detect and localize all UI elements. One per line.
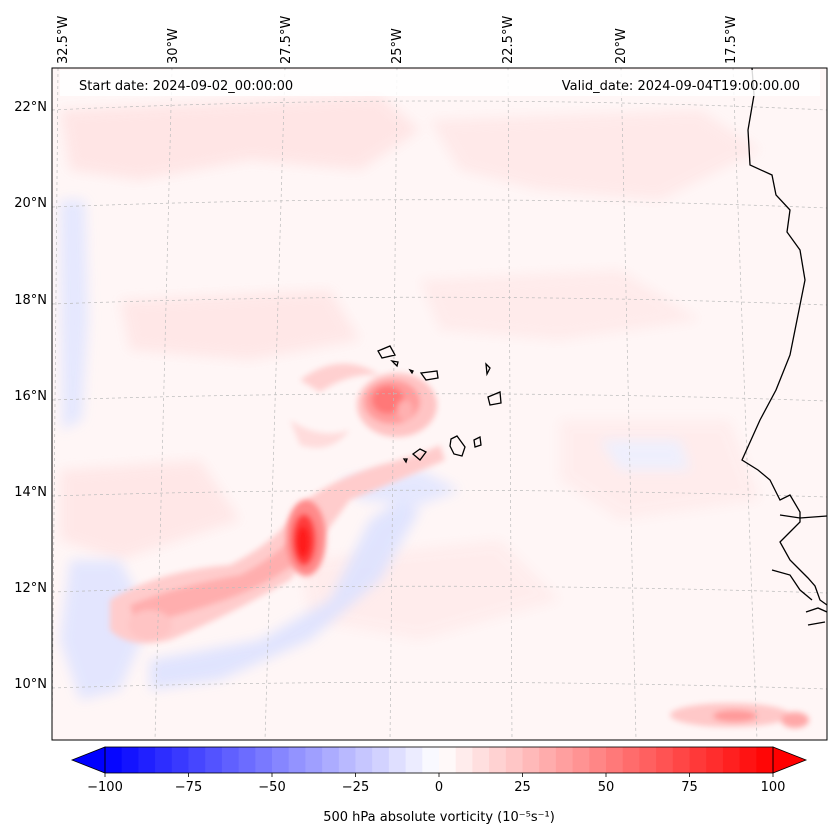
colorbar-segment bbox=[555, 747, 573, 773]
colorbar-tick-label: −75 bbox=[175, 780, 202, 795]
colorbar-segment bbox=[472, 747, 490, 773]
colorbar-segment bbox=[372, 747, 390, 773]
colorbar-segment bbox=[505, 747, 523, 773]
colorbar-tick-label: −100 bbox=[87, 780, 123, 795]
colorbar-segment bbox=[672, 747, 690, 773]
colorbar-segment bbox=[355, 747, 373, 773]
colorbar-segment bbox=[155, 747, 173, 773]
colorbar-segment bbox=[138, 747, 156, 773]
colorbar-segment bbox=[739, 747, 757, 773]
colorbar-label: 500 hPa absolute vorticity (10⁻⁵s⁻¹) bbox=[323, 810, 555, 825]
colorbar-segment bbox=[305, 747, 323, 773]
lat-label: 12°N bbox=[14, 581, 47, 596]
latitude-labels: 22°N 20°N 18°N 16°N 14°N 12°N 10°N bbox=[14, 100, 47, 692]
colorbar-ticks: −100 −75 −50 −25 0 25 50 75 100 bbox=[87, 773, 785, 795]
start-date-label: Start date: 2024-09-02_00:00:00 bbox=[79, 79, 293, 94]
longitude-labels: 32.5°W 30°W 27.5°W 25°W 22.5°W 20°W 17.5… bbox=[56, 16, 739, 64]
colorbar-segment bbox=[205, 747, 223, 773]
coastlines bbox=[377, 68, 827, 626]
lon-label: 22.5°W bbox=[501, 16, 516, 64]
lon-label: 20°W bbox=[614, 28, 629, 64]
colorbar-tick-label: −25 bbox=[342, 780, 369, 795]
colorbar-tick-label: 25 bbox=[514, 780, 531, 795]
lon-label: 30°W bbox=[166, 28, 181, 64]
colorbar-segment bbox=[689, 747, 707, 773]
lat-label: 14°N bbox=[14, 485, 47, 500]
lon-label: 25°W bbox=[390, 28, 405, 64]
africa-coastline bbox=[741, 68, 827, 606]
lon-label: 32.5°W bbox=[56, 16, 71, 64]
map-area: Start date: 2024-09-02_00:00:00 Valid_da… bbox=[52, 68, 827, 740]
lat-label: 22°N bbox=[14, 100, 47, 115]
colorbar-segment bbox=[188, 747, 206, 773]
colorbar-segment bbox=[455, 747, 473, 773]
colorbar-segment bbox=[722, 747, 740, 773]
colorbar-tick-label: −50 bbox=[258, 780, 285, 795]
lat-label: 16°N bbox=[14, 389, 47, 404]
lat-label: 18°N bbox=[14, 293, 47, 308]
colorbar-segment bbox=[322, 747, 340, 773]
cape-verde-islands bbox=[377, 345, 502, 464]
colorbar-segment bbox=[388, 747, 406, 773]
valid-date-label: Valid_date: 2024-09-04T19:00:00.00 bbox=[562, 79, 800, 94]
map-gridlines bbox=[52, 68, 827, 740]
map-frame bbox=[51, 67, 828, 741]
colorbar-segment bbox=[589, 747, 607, 773]
colorbar-segment bbox=[606, 747, 624, 773]
colorbar-tick-label: 0 bbox=[435, 780, 443, 795]
colorbar-segment bbox=[221, 747, 239, 773]
lat-label: 10°N bbox=[14, 677, 47, 692]
colorbar-segment bbox=[422, 747, 440, 773]
colorbar-segment bbox=[105, 747, 123, 773]
colorbar-segment bbox=[405, 747, 423, 773]
colorbar-segment bbox=[639, 747, 657, 773]
lat-label: 20°N bbox=[14, 196, 47, 211]
colorbar-segment bbox=[338, 747, 356, 773]
lon-label: 17.5°W bbox=[724, 16, 739, 64]
colorbar-segment bbox=[121, 747, 139, 773]
colorbar-segment bbox=[288, 747, 306, 773]
colorbar-segment bbox=[439, 747, 457, 773]
colorbar-segment bbox=[539, 747, 557, 773]
vorticity-field bbox=[60, 95, 809, 728]
colorbar-segment bbox=[756, 747, 774, 773]
colorbar-tick-label: 100 bbox=[761, 780, 786, 795]
colorbar-segment bbox=[656, 747, 674, 773]
colorbar-segment bbox=[272, 747, 290, 773]
colorbar-segment bbox=[622, 747, 640, 773]
colorbar-segments bbox=[105, 747, 774, 773]
colorbar-segment bbox=[255, 747, 273, 773]
colorbar-tick-label: 75 bbox=[681, 780, 698, 795]
lon-label: 27.5°W bbox=[279, 16, 294, 64]
colorbar-tick-label: 50 bbox=[598, 780, 615, 795]
colorbar-segment bbox=[572, 747, 590, 773]
colorbar-min-extension bbox=[70, 746, 106, 774]
colorbar-segment bbox=[171, 747, 189, 773]
colorbar-max-extension bbox=[772, 746, 808, 774]
date-info-box bbox=[60, 70, 820, 96]
colorbar: −100 −75 −50 −25 0 25 50 75 100 500 hPa absolute… bbox=[70, 746, 808, 825]
colorbar-segment bbox=[522, 747, 540, 773]
colorbar-segment bbox=[238, 747, 256, 773]
colorbar-segment bbox=[489, 747, 507, 773]
colorbar-segment bbox=[706, 747, 724, 773]
